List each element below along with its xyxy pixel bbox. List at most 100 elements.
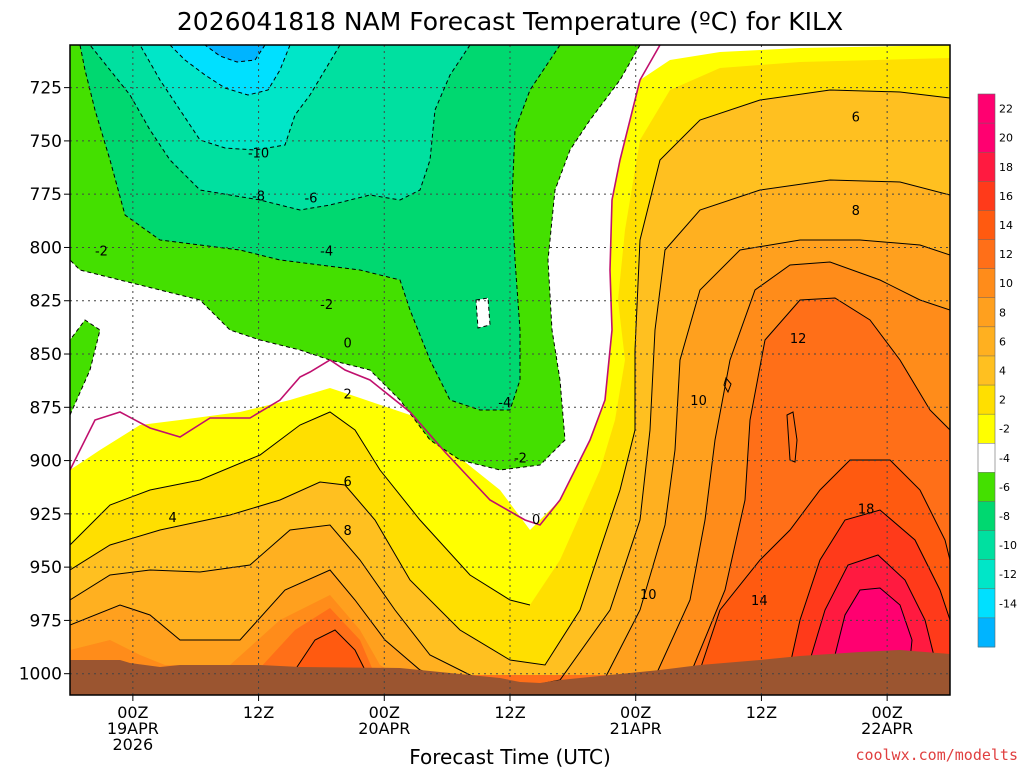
contour-label: -2 [514, 451, 527, 466]
contour-line [789, 509, 950, 666]
colorbar-swatch [978, 94, 995, 124]
colorbar-swatch [978, 617, 995, 648]
contour-label: 8 [852, 204, 860, 219]
colorbar-label: 12 [999, 248, 1013, 261]
colorbar-swatch [978, 268, 995, 299]
temp-band-neg12 [170, 45, 290, 95]
y-tick-label: 1000 [19, 665, 62, 685]
x-tick-label: 21APR [610, 719, 662, 738]
colorbar-swatch [978, 239, 995, 270]
contour-label: -6 [304, 191, 317, 206]
colorbar-swatch [978, 472, 995, 502]
contour-line [89, 45, 471, 211]
contour-line [70, 89, 950, 666]
colorbar-label: -2 [999, 423, 1010, 436]
x-grid [132, 45, 888, 695]
grid-lines [70, 45, 950, 695]
contour-label: 0 [343, 336, 351, 351]
temp-band-neg14 [205, 45, 265, 62]
y-tick-label: 725 [30, 79, 62, 99]
contour-label: -8 [252, 189, 265, 204]
colorbar-swatch [978, 414, 995, 444]
contour-label: 18 [858, 503, 875, 518]
y-tick-label: 800 [30, 238, 62, 258]
y-tick-label: 850 [30, 345, 62, 365]
colorbar: 22 20 18 16 14 12 10 8 6 4 2 -2 -4 -6 -8 -10 -12 -14 [977, 93, 1017, 648]
contour-label: 14 [751, 594, 768, 609]
contour-label: -4 [320, 245, 333, 260]
colorbar-swatch [978, 297, 995, 328]
contour-line [70, 45, 641, 471]
contour-label: 6 [852, 110, 860, 125]
colorbar-label: 22 [999, 103, 1013, 116]
contour-line [649, 261, 950, 689]
colorbar-label: 8 [999, 306, 1006, 319]
temp-band-22 [835, 588, 912, 660]
y-tick-label: 775 [30, 185, 62, 205]
colorbar-label: 10 [999, 277, 1013, 290]
colorbar-swatch [978, 210, 995, 241]
colorbar-label: 20 [999, 132, 1013, 145]
contour-label: 10 [640, 588, 657, 603]
colorbar-swatch [978, 559, 995, 590]
contour-label: 12 [790, 332, 807, 347]
x-tick-label: 12Z [746, 703, 777, 722]
contour-label: -10 [248, 147, 269, 162]
contour-line [786, 411, 798, 463]
y-tick-label: 950 [30, 558, 62, 578]
y-tick-label: 750 [30, 132, 62, 152]
colorbar-swatch [978, 181, 995, 211]
plot-area: -10 -8 -6 -4 -2 -2 0 2 -4 -2 0 4 6 8 10 10 12 14 18 6 8 [70, 45, 950, 695]
contour-line [169, 45, 291, 96]
colorbar-swatch [978, 355, 995, 386]
colorbar-swatch [978, 152, 995, 182]
colorbar-label: -6 [999, 481, 1010, 494]
contour-label: 2 [343, 388, 351, 403]
x-tick-label: 20APR [358, 719, 410, 738]
y-tick-label: 825 [30, 292, 62, 312]
y-axis: 725 750 775 800 825 850 875 900 925 950 975 1000 [19, 79, 70, 685]
colorbar-swatch [978, 443, 995, 473]
colorbar-swatch [978, 385, 995, 415]
contour-line [204, 45, 266, 63]
negative-contour-lines [70, 45, 641, 471]
temp-band-neg2 [476, 298, 490, 328]
colorbar-label: 6 [999, 335, 1006, 348]
colorbar-label: -10 [999, 539, 1017, 552]
colorbar-label: 16 [999, 190, 1013, 203]
y-tick-label: 975 [30, 611, 62, 631]
x-tick-label: 00Z [871, 703, 902, 722]
surface-terrain [70, 650, 950, 695]
x-tick-label: 12Z [494, 703, 525, 722]
contour-line [689, 297, 950, 676]
colorbar-label: 2 [999, 394, 1006, 407]
colorbar-swatch [978, 588, 995, 619]
y-grid [70, 87, 950, 675]
contour-label: -2 [320, 298, 333, 313]
contour-line [723, 376, 732, 394]
temp-band-neg10 [140, 45, 340, 150]
temp-band-14 [70, 298, 950, 695]
x-tick-label: 00Z [369, 703, 400, 722]
contour-line [699, 459, 950, 671]
colorbar-label: -8 [999, 510, 1010, 523]
temp-band-16 [295, 460, 950, 695]
contour-label: -4 [498, 396, 511, 411]
x-tick-label: 19APR [107, 719, 159, 738]
colorbar-frame [977, 93, 996, 648]
colorbar-label: 18 [999, 161, 1013, 174]
contour-line [834, 587, 913, 661]
x-tick-label: 12Z [243, 703, 274, 722]
x-tick-label: 00Z [620, 703, 651, 722]
colorbar-label: -12 [999, 568, 1017, 581]
x-tick-label: 00Z [117, 703, 148, 722]
contour-label: 6 [343, 475, 351, 490]
contour-label: 10 [690, 394, 707, 409]
colorbar-swatch [978, 326, 995, 357]
colorbar-swatch [978, 501, 995, 532]
contour-label: 8 [343, 524, 351, 539]
y-tick-label: 900 [30, 452, 62, 472]
colorbar-label: 14 [999, 219, 1013, 232]
credit-text[interactable]: coolwx.com/modelts [855, 746, 1018, 764]
contour-label: 4 [169, 511, 177, 526]
